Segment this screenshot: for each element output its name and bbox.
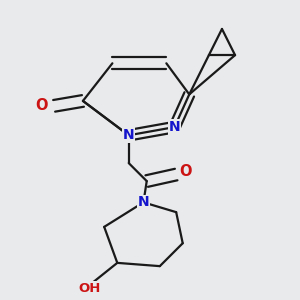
Text: OH: OH bbox=[78, 282, 101, 295]
Text: N: N bbox=[123, 128, 134, 142]
Text: N: N bbox=[138, 195, 149, 209]
Text: O: O bbox=[35, 98, 48, 113]
Text: N: N bbox=[169, 120, 180, 134]
Text: O: O bbox=[180, 164, 192, 179]
